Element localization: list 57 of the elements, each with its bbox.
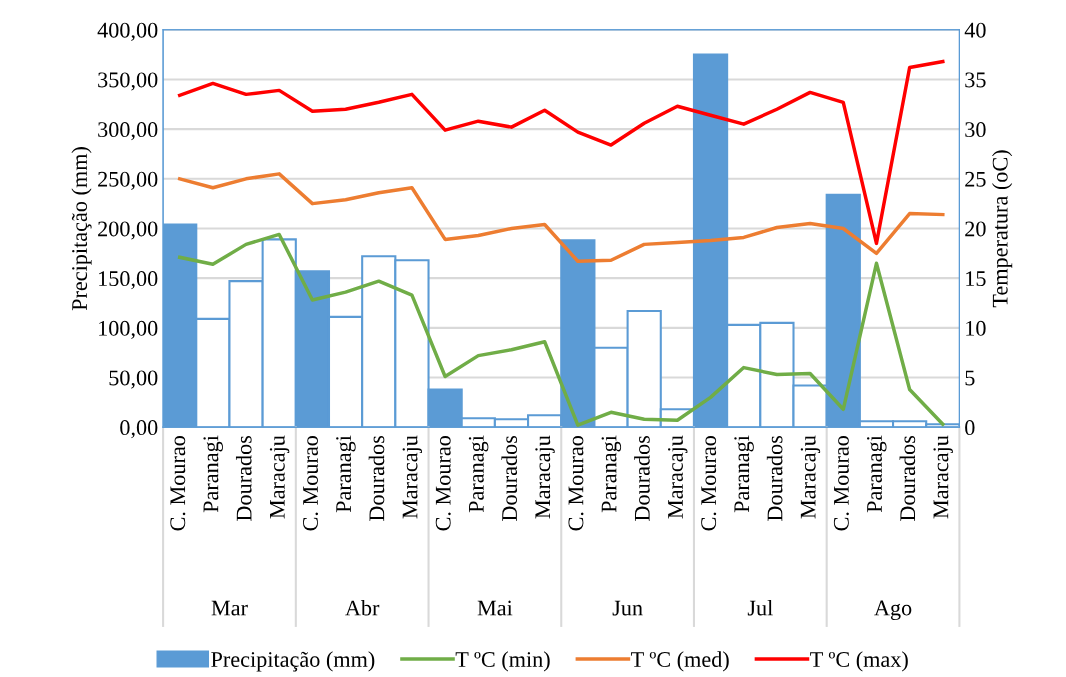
x-tick-label: C. Mourao — [303, 435, 319, 531]
y-tick-label: 50,00 — [109, 370, 158, 389]
x-tick-label: Maracaju — [800, 435, 821, 519]
y2-tick-label: 20 — [965, 221, 986, 237]
y2-tick-label: 25 — [965, 171, 986, 187]
text: Abr — [345, 599, 380, 616]
legend-label: T ºC (min) — [455, 651, 550, 672]
x-tick-label: Paranagi — [203, 435, 223, 513]
y2-tick-label: 15 — [966, 271, 986, 287]
x-tick-label: Dourados — [501, 435, 518, 521]
legend-label: T ºC (med) — [631, 651, 729, 672]
x-tick-label: Maracaju — [269, 435, 290, 519]
text: Mai — [477, 600, 513, 616]
text: Mar — [211, 600, 248, 616]
y-tick-label: 350,00 — [98, 72, 158, 91]
x-tick-label: Dourados — [899, 435, 916, 521]
line-series — [177, 172, 945, 264]
x-tick-label: Paranagi — [468, 435, 489, 513]
y-tick-label: 250,00 — [98, 171, 158, 190]
x-tick-label: Maracaju — [402, 435, 423, 519]
x-tick-label: Paranagi — [734, 435, 754, 513]
x-tick-label: Maracaju — [535, 435, 555, 519]
x-tick-label: Maracaju — [668, 435, 688, 519]
y-tick-label: 300,00 — [98, 122, 158, 141]
x-tick-label: C. Mourao — [170, 435, 186, 531]
y-tick-label: 100,00 — [99, 320, 158, 339]
x-tick-label: Paranagi — [336, 435, 356, 513]
x-tick-label: C. Mourao — [568, 435, 584, 531]
y-tick-label: 200,00 — [98, 221, 158, 240]
x-tick-label: Paranagi — [601, 435, 622, 513]
y2-tick-label: 0 — [965, 420, 975, 436]
text: Jul — [747, 599, 773, 616]
y-axis-title: Precipitação (mm) — [71, 147, 92, 311]
x-tick-label: C. Mourao — [833, 435, 849, 531]
text: Ago — [874, 600, 912, 621]
line-series — [177, 59, 945, 246]
x-tick-label: Paranagi — [867, 435, 887, 513]
x-tick-label: Dourados — [368, 435, 385, 521]
y-tick-label: 150,00 — [99, 271, 158, 290]
x-tick-label: C. Mourao — [435, 435, 451, 531]
x-tick-label: Dourados — [634, 435, 650, 521]
text: Jun — [612, 600, 643, 616]
legend-label: T ºC (max) — [810, 651, 908, 672]
y2-tick-label: 5 — [965, 370, 975, 386]
x-tick-label: Dourados — [235, 435, 252, 521]
line-series — [177, 232, 945, 427]
legend-label: Precipitação (mm) — [211, 651, 375, 672]
y2-tick-label: 10 — [966, 320, 986, 336]
x-tick-label: C. Mourao — [701, 435, 717, 531]
x-tick-label: Dourados — [766, 435, 783, 521]
y-tick-label: 400,00 — [97, 22, 158, 41]
y-tick-label: 0,00 — [120, 420, 158, 439]
y2-tick-label: 30 — [965, 122, 986, 138]
y2-axis-title: Temperatura (oC) — [992, 150, 1013, 308]
y2-tick-label: 35 — [965, 72, 986, 88]
x-tick-label: Maracaju — [933, 435, 953, 519]
y2-tick-label: 40 — [964, 22, 986, 38]
